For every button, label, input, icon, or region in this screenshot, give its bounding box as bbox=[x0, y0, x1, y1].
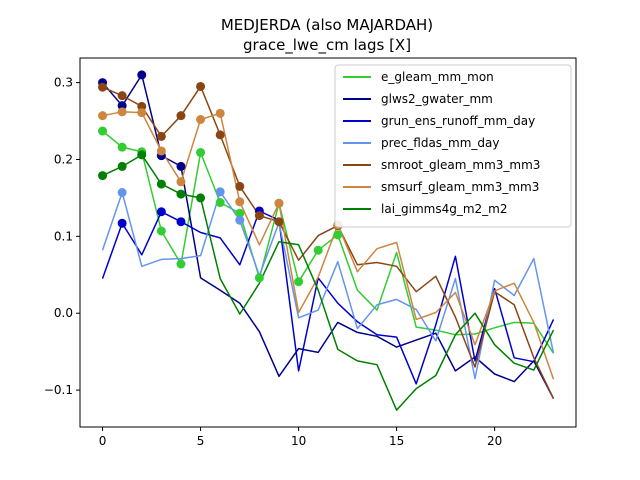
data-point-lai_gimms4g_m2_m2 bbox=[176, 189, 186, 199]
legend-label: prec_fldas_mm_day bbox=[381, 136, 500, 150]
data-point-smsurf_gleam_mm3_mm3 bbox=[176, 177, 186, 187]
x-tick-label: 15 bbox=[389, 434, 404, 448]
legend: e_gleam_mm_mon glws2_gwater_mm grun_ens_ru… bbox=[334, 64, 572, 228]
y-tick-label: 0.0 bbox=[54, 306, 73, 320]
series-line-grun_ens_runoff_mm_day bbox=[101, 210, 555, 385]
data-point-lai_gimms4g_m2_m2 bbox=[156, 179, 166, 189]
data-point-smroot_gleam_mm3_mm3 bbox=[176, 111, 186, 121]
data-point-smroot_gleam_mm3_mm3 bbox=[196, 81, 206, 91]
data-point-smsurf_gleam_mm3_mm3 bbox=[215, 108, 225, 118]
data-point-e_gleam_mm_mon bbox=[294, 277, 304, 287]
legend-label: smsurf_gleam_mm3_mm3 bbox=[381, 180, 539, 194]
data-point-e_gleam_mm_mon bbox=[196, 148, 206, 158]
data-point-e_gleam_mm_mon bbox=[313, 245, 323, 255]
data-point-smsurf_gleam_mm3_mm3 bbox=[137, 108, 147, 118]
data-point-smsurf_gleam_mm3_mm3 bbox=[274, 198, 284, 208]
chart-title: MEDJERDA (also MAJARDAH) bbox=[221, 16, 433, 34]
data-point-smsurf_gleam_mm3_mm3 bbox=[98, 111, 108, 121]
y-tick-label: 0.3 bbox=[54, 76, 73, 90]
data-point-prec_fldas_mm_day bbox=[215, 187, 225, 197]
axes-ticks: 0 5 10 15 20 −0.1 0.0 0.1 0.2 0.3 bbox=[44, 76, 502, 448]
series-line-smroot_gleam_mm3_mm3 bbox=[102, 85, 555, 399]
data-point-glws2_gwater_mm bbox=[137, 70, 147, 80]
series-line-prec_fldas_mm_day bbox=[101, 191, 555, 380]
data-point-e_gleam_mm_mon bbox=[156, 226, 166, 236]
legend-label: smroot_gleam_mm3_mm3 bbox=[381, 158, 540, 172]
data-point-lai_gimms4g_m2_m2 bbox=[117, 161, 127, 171]
plot-area bbox=[98, 70, 555, 411]
data-point-e_gleam_mm_mon bbox=[215, 198, 225, 208]
data-point-smsurf_gleam_mm3_mm3 bbox=[235, 197, 245, 207]
data-point-lai_gimms4g_m2_m2 bbox=[196, 193, 206, 203]
data-point-glws2_gwater_mm bbox=[117, 101, 127, 111]
data-point-e_gleam_mm_mon bbox=[333, 230, 343, 240]
chart-subtitle: grace_lwe_cm lags [X] bbox=[243, 36, 411, 55]
data-point-prec_fldas_mm_day bbox=[117, 188, 127, 198]
legend-label: lai_gimms4g_m2_m2 bbox=[381, 202, 508, 216]
data-point-smroot_gleam_mm3_mm3 bbox=[117, 91, 127, 101]
data-point-e_gleam_mm_mon bbox=[254, 273, 264, 283]
x-tick-label: 0 bbox=[99, 434, 107, 448]
x-tick-label: 5 bbox=[197, 434, 205, 448]
series-line-smsurf_gleam_mm3_mm3 bbox=[102, 111, 555, 380]
data-point-smsurf_gleam_mm3_mm3 bbox=[196, 115, 206, 124]
data-point-grun_ens_runoff_mm_day bbox=[176, 217, 186, 227]
x-tick-label: 20 bbox=[487, 434, 502, 448]
legend-label: grun_ens_runoff_mm_day bbox=[381, 114, 535, 128]
data-point-e_gleam_mm_mon bbox=[176, 259, 186, 269]
data-point-smsurf_gleam_mm3_mm3 bbox=[117, 107, 127, 117]
legend-label: e_gleam_mm_mon bbox=[381, 70, 494, 84]
data-point-smsurf_gleam_mm3_mm3 bbox=[156, 146, 166, 156]
data-point-e_gleam_mm_mon bbox=[117, 142, 127, 152]
y-tick-label: −0.1 bbox=[44, 383, 73, 397]
data-point-smroot_gleam_mm3_mm3 bbox=[254, 211, 264, 221]
data-point-smroot_gleam_mm3_mm3 bbox=[156, 131, 166, 141]
legend-box bbox=[334, 64, 572, 228]
data-point-e_gleam_mm_mon bbox=[98, 126, 108, 136]
data-point-grun_ens_runoff_mm_day bbox=[117, 218, 127, 228]
y-tick-label: 0.1 bbox=[54, 229, 73, 243]
legend-label: glws2_gwater_mm bbox=[381, 92, 493, 106]
data-point-prec_fldas_mm_day bbox=[235, 215, 245, 225]
data-point-smroot_gleam_mm3_mm3 bbox=[137, 101, 147, 111]
data-point-smroot_gleam_mm3_mm3 bbox=[98, 82, 108, 92]
data-point-lai_gimms4g_m2_m2 bbox=[137, 150, 147, 160]
data-point-glws2_gwater_mm bbox=[176, 161, 186, 171]
axes-frame bbox=[79, 57, 577, 428]
data-point-e_gleam_mm_mon bbox=[235, 208, 245, 218]
data-point-smroot_gleam_mm3_mm3 bbox=[215, 130, 225, 140]
x-tick-label: 10 bbox=[291, 434, 306, 448]
data-point-smroot_gleam_mm3_mm3 bbox=[235, 181, 245, 191]
data-point-smroot_gleam_mm3_mm3 bbox=[274, 217, 284, 227]
data-point-lai_gimms4g_m2_m2 bbox=[98, 171, 108, 181]
data-point-grun_ens_runoff_mm_day bbox=[156, 207, 166, 217]
y-tick-label: 0.2 bbox=[54, 152, 73, 166]
